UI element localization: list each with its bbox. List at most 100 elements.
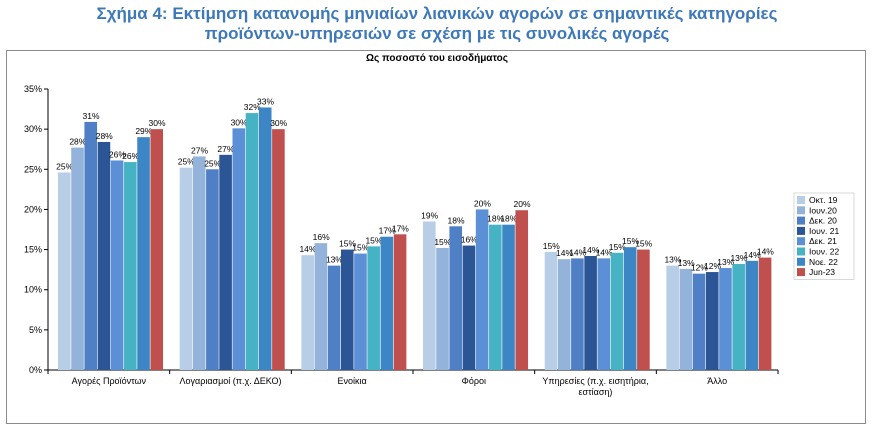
data-label: 14% (299, 244, 316, 254)
data-label: 27% (217, 144, 234, 154)
bar (597, 258, 611, 370)
y-tick-label: 20% (24, 204, 42, 214)
bar (179, 167, 193, 370)
bar (666, 265, 679, 370)
legend-swatch (797, 247, 805, 256)
figure-title: Σχήμα 4: Εκτίμηση κατανομής μηνιαίων λια… (0, 4, 874, 44)
bar (502, 224, 515, 370)
bar (679, 268, 693, 370)
data-label: 15% (543, 241, 560, 251)
legend-swatch (797, 196, 805, 204)
data-label: 14% (582, 245, 599, 255)
data-label: 17% (392, 223, 409, 233)
bar (84, 121, 98, 370)
y-tick-label: 25% (24, 164, 42, 174)
legend-label: Δεκ. 20 (809, 216, 837, 226)
bar (423, 221, 436, 370)
legend-swatch (797, 237, 805, 246)
bar (219, 154, 232, 370)
bar (475, 209, 489, 370)
data-label: 30% (231, 117, 248, 127)
bar (719, 268, 732, 370)
chart-frame (6, 50, 866, 424)
data-label: 26% (122, 151, 139, 161)
data-label: 14% (556, 248, 573, 258)
figure-title-line-1: Σχήμα 4: Εκτίμηση κατανομής μηνιαίων λια… (96, 4, 778, 23)
data-label: 13% (717, 257, 734, 267)
data-label: 13% (730, 253, 747, 263)
bar (245, 113, 259, 370)
bar (515, 210, 529, 370)
bar (705, 272, 719, 370)
y-tick-label: 0% (29, 365, 42, 375)
legend-swatch (797, 206, 805, 215)
bar (258, 107, 272, 371)
legend-swatch (797, 226, 805, 235)
data-label: 33% (257, 96, 274, 106)
x-tick-label: Φόροι (462, 376, 486, 386)
y-tick-label: 30% (24, 124, 42, 134)
data-label: 18% (500, 214, 517, 224)
bar (571, 258, 584, 370)
data-label: 32% (244, 102, 261, 112)
data-label: 26% (109, 149, 126, 159)
chart-subtitle: Ως ποσοστό του εισοδήματος (366, 53, 508, 64)
bar (584, 255, 597, 370)
data-label: 31% (83, 111, 100, 121)
data-label: 25% (56, 161, 73, 171)
bar (489, 224, 502, 370)
y-tick-label: 5% (29, 325, 42, 335)
data-label: 30% (149, 118, 166, 128)
data-label: 29% (135, 126, 152, 136)
bar (71, 147, 84, 370)
data-label: 19% (421, 210, 438, 220)
bar (58, 172, 71, 370)
data-label: 27% (191, 145, 208, 155)
data-label: 14% (757, 247, 774, 257)
y-tick-label: 10% (24, 285, 42, 295)
bar (301, 255, 314, 370)
bar (272, 129, 285, 370)
bar (637, 249, 650, 370)
bar (206, 169, 219, 370)
data-label: 12% (704, 261, 721, 271)
x-tick-label: Άλλο (707, 376, 727, 386)
y-tick-label: 35% (24, 84, 42, 94)
data-label: 13% (326, 255, 343, 265)
x-tick-label: Υπηρεσίες (π.χ. εισητήρια, (542, 376, 648, 386)
data-label: 13% (678, 258, 695, 268)
data-label: 12% (691, 263, 708, 273)
bar (110, 160, 124, 370)
bar (137, 137, 150, 370)
legend-label: Δεκ. 21 (809, 236, 837, 246)
data-label: 18% (448, 215, 465, 225)
data-label: 30% (270, 118, 287, 128)
bar (745, 260, 759, 370)
bar (327, 265, 341, 370)
data-label: 18% (487, 214, 504, 224)
bar (462, 245, 476, 370)
bar (340, 249, 354, 370)
data-label: 20% (514, 199, 531, 209)
legend-box (793, 192, 855, 280)
legend-swatch (797, 257, 805, 266)
legend-label: Ιουν. 22 (809, 247, 839, 257)
x-tick-label: Λογαριασμοί (π.χ. ΔΕΚΟ) (180, 376, 282, 386)
bar (367, 246, 380, 370)
data-label: 14% (596, 247, 613, 257)
data-label: 15% (622, 236, 639, 246)
bar (449, 226, 463, 370)
x-tick-label: εστίαση) (579, 387, 613, 397)
bar (232, 128, 246, 370)
bar (610, 252, 624, 370)
bar (97, 141, 111, 370)
data-label: 14% (744, 250, 761, 260)
figure-title-line-2: προϊόντων-υπηρεσιών σε σχέση με τις συνο… (204, 24, 670, 43)
bar (124, 162, 137, 370)
legend-label: Ιουν.20 (809, 205, 837, 215)
legend-swatch (797, 268, 805, 277)
bar (623, 247, 637, 370)
data-label: 15% (635, 239, 652, 249)
data-label: 15% (365, 235, 382, 245)
